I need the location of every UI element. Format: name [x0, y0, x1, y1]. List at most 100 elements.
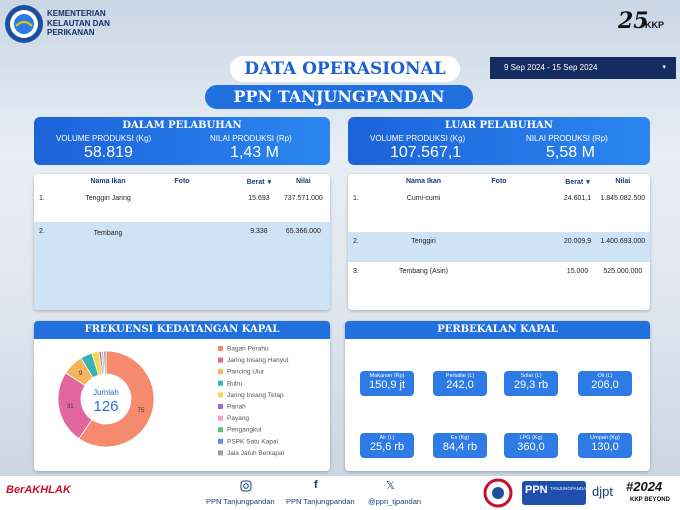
supply-box: Air (L) 25,6 rb	[360, 433, 414, 458]
supply-box: LPG (Kg) 360,0	[504, 433, 558, 458]
supply-value: 29,3 rb	[513, 379, 549, 391]
column-header: Berat ▾	[565, 179, 590, 186]
tagline: #2024	[626, 479, 663, 494]
footer: BerAKHLAK PPN Tanjungpandan f PPN Tanjun…	[0, 476, 680, 510]
facebook-handle: PPN Tanjungpandan	[286, 497, 355, 506]
stat-value: 5,58 M	[546, 144, 595, 161]
instagram-icon	[240, 480, 252, 492]
kkp-25-mark: 25	[618, 8, 649, 34]
weight: 24.601,1	[563, 195, 592, 202]
x-icon: 𝕏	[386, 480, 395, 492]
ministry-line: KEMENTERIAN	[47, 9, 106, 18]
perbekalan-panel: PERBEKALAN KAPAL Makanan (Rp) 150,9 jt Per…	[345, 321, 650, 471]
supply-value: 242,0	[446, 379, 474, 391]
instagram-handle: PPN Tanjungpandan	[206, 497, 275, 506]
weight: 15.693	[248, 195, 270, 202]
legend-label: Jala Jatuh Berkapal	[227, 450, 285, 457]
legend-label: Jaring Insang Tetap	[227, 392, 284, 399]
slice-label: 75	[138, 408, 145, 414]
ppn-logo: PPN TANJUNGPANDAN	[522, 481, 590, 505]
value: 1.400.693.000	[600, 238, 646, 245]
supply-value: 150,9 jt	[368, 379, 406, 391]
supply-box: Pertalite (L) 242,0	[433, 371, 487, 396]
stat-label: NILAI PRODUKSI (Rp)	[526, 134, 608, 143]
table-row: 2. Tembang 9.338 65.366.000	[34, 222, 330, 310]
supply-value: 206,0	[591, 379, 619, 391]
luar-card: LUAR PELABUHAN VOLUME PRODUKSI (Kg) 107.…	[348, 117, 650, 165]
dropdown-arrow: ▾	[662, 64, 666, 71]
table-row: 2. Tenggiri 20.009,9 1.400.693.000	[348, 232, 650, 262]
slice-label: 9	[79, 371, 83, 377]
slice-label: 31	[67, 404, 74, 410]
fish-name: Tenggiri	[411, 238, 436, 245]
stat-label: VOLUME PRODUKSI (Kg)	[370, 134, 466, 143]
column-header: Nilai	[615, 178, 631, 185]
supply-box: Oli (L) 206,0	[578, 371, 632, 396]
berakhlak-logo: BerAKHLAK	[6, 484, 71, 496]
value: 525.000.000	[603, 268, 643, 275]
weight: 9.338	[250, 228, 268, 235]
date-filter[interactable]: 9 Sep 2024 - 15 Sep 2024 ▾	[490, 57, 676, 79]
legend-swatch	[218, 392, 223, 398]
supply-value: 84,4 rb	[442, 441, 478, 453]
total-label: Jumlah	[93, 388, 119, 397]
card-title: LUAR PELABUHAN	[445, 120, 553, 131]
row-number: 2.	[353, 238, 359, 245]
column-header: Foto	[174, 178, 190, 185]
partner-badge	[483, 478, 513, 508]
row-number: 1.	[39, 195, 45, 202]
supply-box: Es (Kg) 84,4 rb	[433, 433, 487, 458]
ppn-text: PPN	[525, 484, 548, 496]
legend-label: Bagan Perahu	[227, 346, 269, 353]
value: 737.571.000	[283, 195, 323, 202]
card-title: DALAM PELABUHAN	[122, 120, 242, 131]
legend-label: Pancing Ulur	[227, 369, 265, 376]
x-handle: @ppn_tjpandan	[368, 497, 422, 506]
ministry-logo	[5, 5, 43, 43]
legend-swatch	[218, 404, 223, 409]
supply-box: Makanan (Rp) 150,9 jt	[360, 371, 414, 396]
panel-title: PERBEKALAN KAPAL	[345, 321, 650, 339]
sort-arrow: ▾	[586, 179, 590, 186]
supply-label: Makanan (Rp)	[369, 373, 405, 379]
row-number: 1.	[353, 195, 359, 202]
column-header: Nama Ikan	[90, 178, 126, 185]
weight: 20.009,9	[563, 238, 592, 245]
weight: 15.000	[566, 268, 589, 275]
panel-title: FREKUENSI KEDATANGAN KAPAL	[34, 321, 330, 339]
table-row: 1. Cumi-cumi 24.601,1 1.845.082.500	[348, 189, 650, 232]
ministry-line: PERIKANAN	[47, 28, 95, 37]
supply-value: 130,0	[591, 441, 619, 453]
ppn-name: TANJUNGPANDAN	[550, 486, 590, 491]
legend-label: Jaring Insang Hanyut	[227, 357, 289, 364]
port-name: PPN TANJUNGPANDAN	[205, 85, 473, 109]
date-range: 9 Sep 2024 - 15 Sep 2024	[504, 63, 598, 72]
legend-swatch	[218, 380, 223, 386]
page-title: DATA OPERASIONAL	[230, 56, 460, 82]
fish-name: Cumi-cumi	[406, 195, 441, 202]
donut-chart: 75 Bagan Perahu 31 Jaring Insang Hanyut 9 Pan…	[57, 346, 289, 457]
luar-table: Nama Ikan Foto Berat ▾ Nilai 1. Cumi-cumi 24.60…	[348, 174, 650, 310]
kkp-logo: KKP	[645, 20, 665, 30]
supply-label: Air (L)	[379, 435, 395, 441]
legend-label: Bubu	[227, 380, 243, 387]
fish-name: Tembang	[93, 230, 123, 237]
stat-value: 107.567,1	[390, 144, 462, 161]
legend-label: PSPK Satu Kapal	[227, 438, 279, 445]
supply-box: Umpan (Kg) 130,0	[578, 433, 632, 458]
column-header: Berat ▾	[246, 179, 272, 186]
stat-label: VOLUME PRODUKSI (Kg)	[56, 134, 152, 143]
legend-swatch	[218, 346, 223, 351]
sort-arrow: ▾	[267, 179, 272, 186]
column-header: Nama Ikan	[405, 178, 442, 185]
legend-swatch	[218, 450, 223, 456]
dalam-card: DALAM PELABUHAN VOLUME PRODUKSI (Kg) 58.…	[34, 117, 330, 165]
kkp-beyond: KKP BEYOND	[630, 497, 670, 503]
value: 65.366.000	[285, 228, 321, 235]
table-row: 3. Tembang (Asin) 15.000 525.000.000	[348, 262, 650, 310]
djpt-logo: djpt	[592, 484, 613, 499]
donut-slice	[78, 350, 155, 448]
